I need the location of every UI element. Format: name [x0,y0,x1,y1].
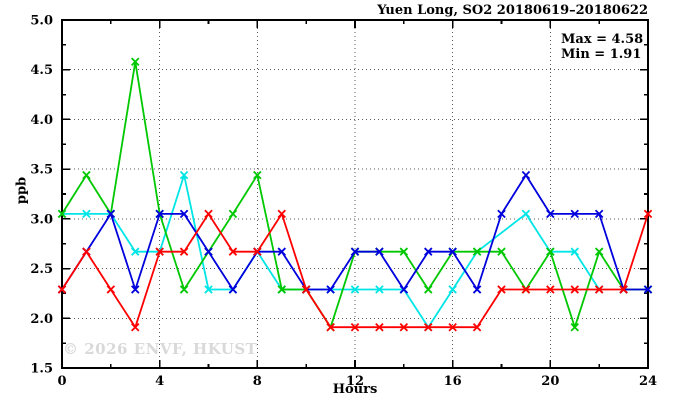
x-tick-label: 4 [155,374,164,389]
y-tick-label: 4.0 [30,113,53,128]
x-axis-label: Hours [332,382,378,397]
watermark: © 2026 ENVF, HKUST [63,340,258,358]
x-tick-label: 24 [639,374,657,389]
x-tick-label: 8 [253,374,262,389]
x-tick-label: 0 [57,374,66,389]
x-tick-label: 20 [541,374,559,389]
x-tick-label: 12 [346,374,364,389]
max-min-annotation: Max = 4.58 Min = 1.91 [561,32,643,62]
series-red-line-markers [57,209,653,332]
x-tick-label: 16 [444,374,462,389]
y-tick-label: 1.5 [30,362,53,377]
min-value-label: Min = 1.91 [561,47,642,62]
series-green-line [61,60,648,329]
y-tick-label: 3.0 [30,212,53,227]
max-value-label: Max = 4.58 [561,32,644,47]
y-axis-label: ppb [14,176,30,205]
y-tick-label: 2.5 [30,262,53,277]
series-red-line [61,213,649,329]
y-tick-label: 2.0 [30,312,53,327]
y-tick-label: 4.5 [30,63,53,78]
chart-title: Yuen Long, SO2 20180619–20180622 [377,3,648,18]
y-tick-label: 5.0 [30,14,53,29]
y-tick-label: 3.5 [30,163,53,178]
